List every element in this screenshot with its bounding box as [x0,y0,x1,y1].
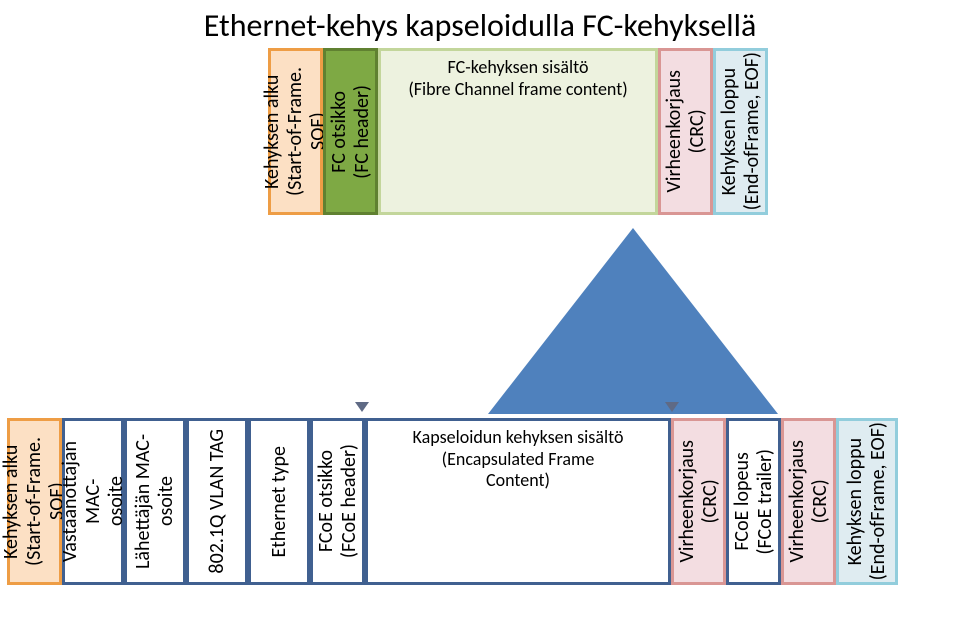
eth-seg-crc1-label: Virheenkorjaus (CRC) [676,440,722,562]
eth-seg-eof-label: Kehyksen loppu (End-ofFrame, EOF) [844,422,890,580]
eth-seg-fcoehdr: FCoE otsikko (FCoE header) [310,418,365,585]
eth-seg-payload-label: Kapseloidun kehyksen sisältö (Encapsulat… [413,427,624,492]
eth-seg-etype-label: Ethernet type [268,446,291,557]
eth-seg-srcmac-label: Lähettäjän MAC-osoite [132,421,178,582]
fc-seg-crc: Virheenkorjaus (CRC) [658,48,713,215]
eth-seg-srcmac: Lähettäjän MAC-osoite [124,418,186,585]
eth-seg-fcoetrl-label: FCoE lopeus (FCoE trailer) [731,449,777,555]
fc-seg-sof: Kehyksen alku (Start-of-Frame. SOF) [268,48,323,215]
fc-seg-eof: Kehyksen loppu (End-ofFrame, EOF) [713,48,768,215]
eth-seg-crc2: Virheenkorjaus (CRC) [781,418,836,585]
fc-seg-eof-label: Kehyksen loppu (End-ofFrame, EOF) [718,52,764,210]
arrow-head-1 [665,402,679,412]
eth-seg-payload: Kapseloidun kehyksen sisältö (Encapsulat… [365,418,671,585]
title-text: Ethernet-kehys kapseloidulla FC-kehyksel… [204,6,757,45]
eth-seg-fcoehdr-label: FCoE otsikko (FCoE header) [315,444,361,558]
eth-seg-sof: Kehyksen alku (Start-of-Frame. SOF) [7,418,62,585]
arrow-head-0 [355,402,369,412]
eth-seg-etype: Ethernet type [248,418,310,585]
diagram-title: Ethernet-kehys kapseloidulla FC-kehyksel… [0,6,960,45]
eth-seg-dstmac: Vastaanottajan MAC- osoite [62,418,124,585]
fc-seg-fchdr-label: FC otsikko (FC header) [328,85,374,179]
fc-seg-fchdr: FC otsikko (FC header) [323,48,378,215]
eth-seg-eof: Kehyksen loppu (End-ofFrame, EOF) [836,418,898,585]
fc-seg-crc-label: Virheenkorjaus (CRC) [663,70,709,192]
eth-seg-crc2-label: Virheenkorjaus (CRC) [786,440,832,562]
eth-seg-vlan: 802.1Q VLAN TAG [186,418,248,585]
fc-seg-payload: FC-kehyksen sisältö (Fibre Channel frame… [378,48,658,215]
fc-seg-sof-label: Kehyksen alku (Start-of-Frame. SOF) [261,51,330,212]
eth-seg-crc1: Virheenkorjaus (CRC) [671,418,726,585]
eth-seg-dstmac-label: Vastaanottajan MAC- osoite [59,421,128,582]
encapsulation-triangle [488,228,778,414]
eth-seg-fcoetrl: FCoE lopeus (FCoE trailer) [726,418,781,585]
eth-seg-vlan-label: 802.1Q VLAN TAG [206,429,229,574]
fc-seg-payload-label: FC-kehyksen sisältö (Fibre Channel frame… [408,57,627,100]
